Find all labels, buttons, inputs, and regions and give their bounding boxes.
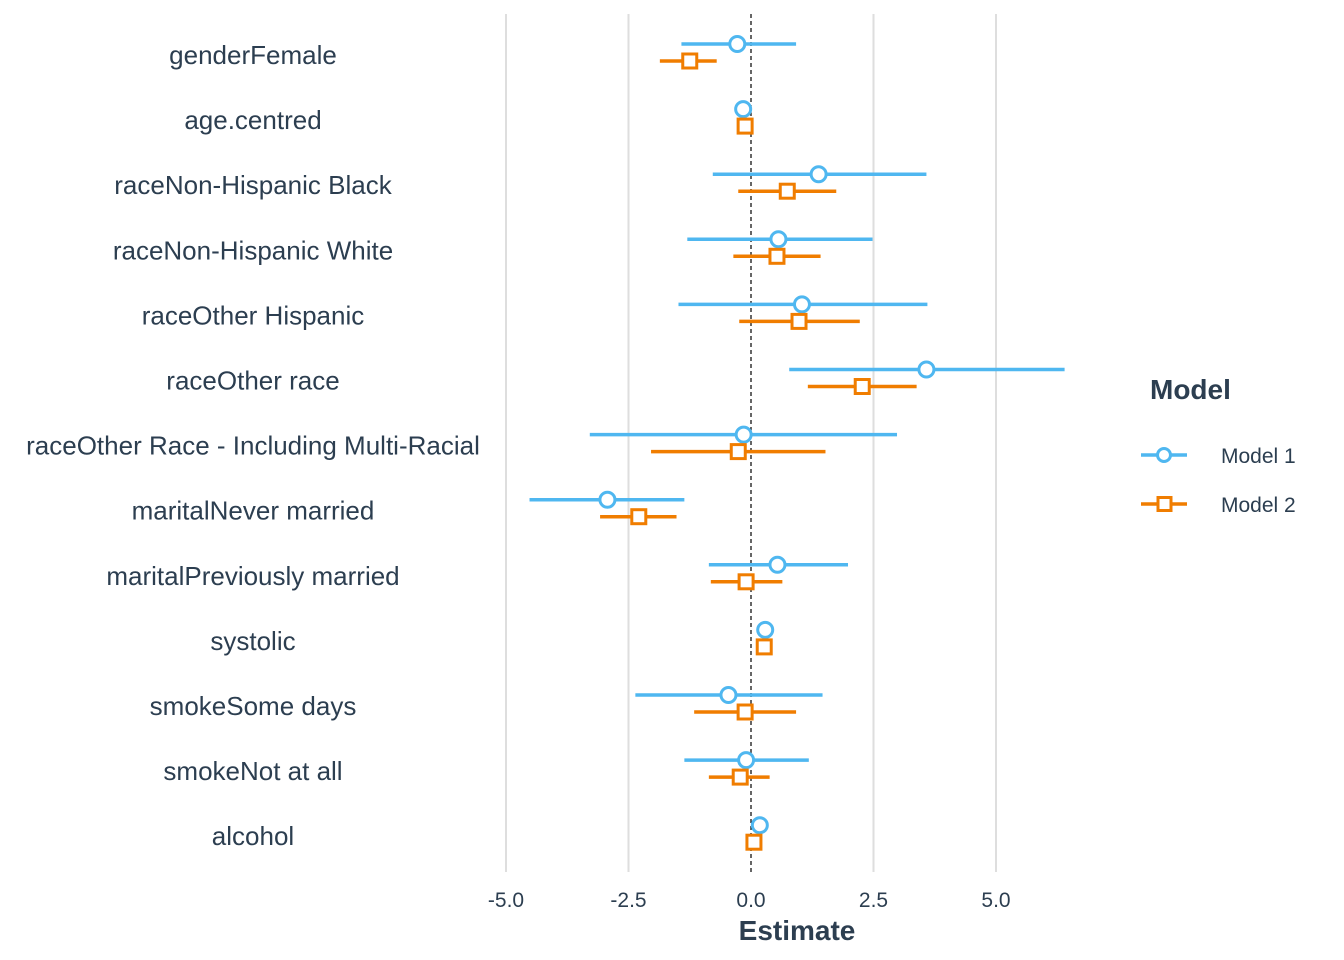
interval-layer [529, 42, 1065, 844]
x-tick-label: -2.5 [610, 889, 646, 912]
legend-label: Model 1 [1221, 445, 1296, 468]
estimate-point-model-1 [809, 165, 828, 184]
estimate-point-model-1 [768, 555, 787, 574]
legend-items: Model 1 Model 2 [1141, 445, 1296, 517]
term-label: smokeNot at all [163, 756, 342, 786]
x-tick-labels: -5.0 -2.5 0.0 2.5 5.0 [488, 889, 1011, 912]
estimate-point-model-1 [769, 230, 788, 249]
term-label: systolic [210, 626, 295, 656]
legend-label: Model 2 [1221, 494, 1296, 517]
estimate-point-model-2 [681, 52, 699, 70]
term-label: raceOther Hispanic [142, 300, 365, 330]
legend-title: Model [1150, 374, 1231, 405]
term-label: raceNon-Hispanic White [113, 235, 393, 265]
estimate-point-model-2 [853, 378, 871, 395]
point-layer [598, 35, 936, 851]
term-label: smokeSome days [150, 691, 357, 721]
x-tick-label: 0.0 [736, 889, 765, 912]
estimate-point-model-2 [729, 443, 747, 461]
estimate-point-model-2 [790, 312, 808, 330]
x-axis-title: Estimate [739, 915, 856, 946]
estimate-point-model-1 [737, 751, 756, 770]
estimate-point-model-2 [736, 117, 754, 135]
estimate-point-model-2 [630, 508, 648, 526]
legend-key-circle [1156, 447, 1172, 463]
legend-key-square [1156, 496, 1173, 512]
term-label: maritalPreviously married [106, 561, 399, 591]
term-label: maritalNever married [132, 496, 375, 526]
estimate-point-model-1 [756, 620, 775, 639]
estimate-point-model-2 [731, 768, 749, 786]
term-label: age.centred [184, 105, 321, 135]
estimate-point-model-1 [728, 35, 747, 53]
estimate-point-model-1 [734, 100, 753, 119]
estimate-point-model-2 [745, 833, 763, 851]
term-label: genderFemale [169, 40, 337, 70]
estimate-point-model-1 [750, 816, 769, 835]
estimate-point-model-1 [734, 425, 753, 444]
legend: Model Model 1 Model 2 [1141, 374, 1296, 517]
estimate-point-model-2 [737, 573, 755, 591]
term-label: alcohol [212, 821, 294, 851]
estimate-point-model-1 [598, 490, 617, 509]
x-tick-label: 2.5 [859, 889, 888, 912]
estimate-point-model-2 [778, 182, 796, 200]
term-labels: genderFemale age.centred raceNon-Hispanic … [26, 40, 480, 851]
estimate-point-model-2 [736, 703, 754, 721]
term-label: raceNon-Hispanic Black [114, 170, 392, 200]
term-label: raceOther race [166, 366, 339, 396]
estimate-point-model-1 [917, 360, 936, 379]
estimate-point-model-2 [768, 247, 786, 265]
term-label: raceOther Race - Including Multi-Racial [26, 431, 480, 461]
estimate-point-model-2 [755, 638, 773, 656]
estimate-point-model-1 [719, 686, 738, 704]
x-tick-label: 5.0 [981, 889, 1010, 912]
x-tick-label: -5.0 [488, 889, 524, 912]
estimate-point-model-1 [792, 295, 811, 314]
grid-layer [505, 14, 997, 872]
